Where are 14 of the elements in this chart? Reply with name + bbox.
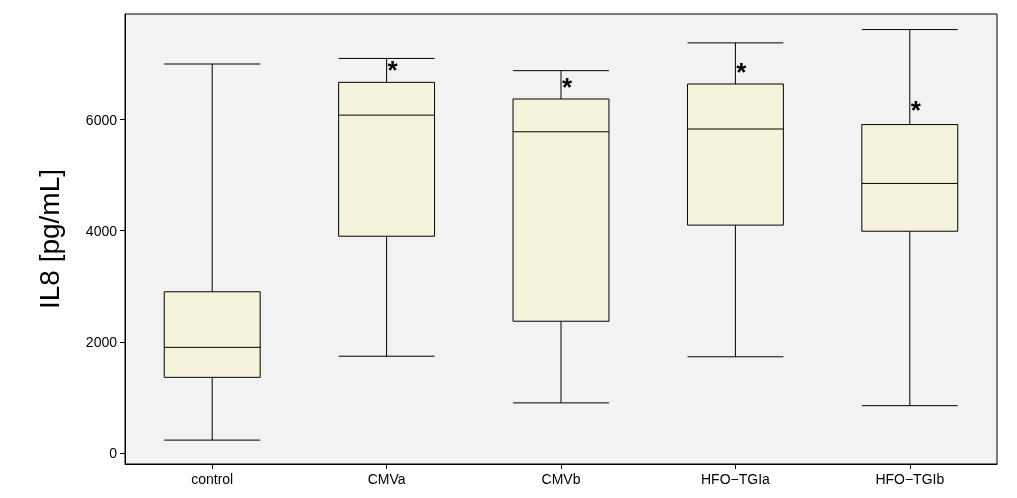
y-tick-label: 0 <box>109 444 118 461</box>
y-tick-label: 4000 <box>85 222 118 239</box>
y-tick-label: 2000 <box>85 333 118 350</box>
y-axis-title: IL8 [pg/mL] <box>33 168 65 310</box>
x-tick-label: HFO−TGIa <box>700 471 771 487</box>
x-tick-label: control <box>191 471 234 487</box>
annotation: * <box>561 72 573 103</box>
x-tick-label: HFO−TGIb <box>875 471 945 487</box>
annotation: * <box>387 54 399 85</box>
annotation: * <box>736 56 748 87</box>
y-tick-label: 6000 <box>85 111 118 128</box>
annotation: * <box>910 94 922 125</box>
x-tick-label: CMVb <box>541 471 581 487</box>
x-tick-label: CMVa <box>367 471 406 487</box>
